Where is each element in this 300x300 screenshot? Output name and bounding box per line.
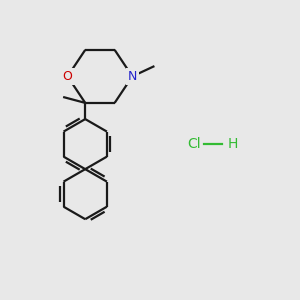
Text: Cl: Cl xyxy=(188,137,201,151)
Text: H: H xyxy=(227,137,238,151)
Text: N: N xyxy=(128,70,137,83)
Text: O: O xyxy=(63,70,73,83)
